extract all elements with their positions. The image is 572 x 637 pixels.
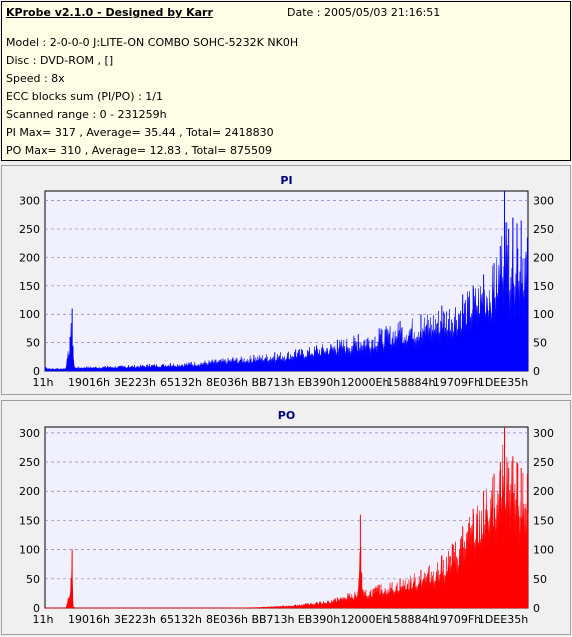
po-stats-line: PO Max= 310 , Average= 12.83 , Total= 87… [6,144,272,157]
po-ytick-right-4: 200 [533,485,554,498]
po-xtick-5: BB713h [251,613,294,626]
scan-date: Date : 2005/05/03 21:16:51 [287,6,441,19]
range-line: Scanned range : 0 - 231259h [6,108,167,121]
po-ytick-left-3: 150 [19,514,40,527]
pi-ytick-left-2: 100 [19,308,40,321]
pi-ytick-right-6: 300 [533,195,554,208]
po-ytick-left-0: 0 [33,602,40,615]
pi-ytick-left-5: 250 [19,223,40,236]
po-chart-title: PO [278,409,295,422]
po-xtick-4: 8E036h [206,613,248,626]
po-xtick-8: 158884h [387,613,436,626]
pi-xtick-2: 3E223h [114,376,156,389]
info-panel: KProbe v2.1.0 - Designed by Karr Date : … [1,1,571,161]
po-chart: PO 0 0 50 50 100 100 150 150 200 200 250 250 300 300 11… [19,409,554,626]
app-title: KProbe v2.1.0 - Designed by Karr [6,6,213,19]
pi-ytick-right-2: 100 [533,308,554,321]
pi-xtick-3: 65132h [160,376,202,389]
speed-line: Speed : 8x [6,72,65,85]
model-line: Model : 2-0-0-0 J:LITE-ON COMBO SOHC-523… [6,36,299,49]
pi-xtick-6: EB390h [298,376,340,389]
po-xtick-6: EB390h [298,613,340,626]
po-ytick-left-6: 300 [19,427,40,440]
pi-ytick-left-4: 200 [19,251,40,264]
po-ytick-right-3: 150 [533,514,554,527]
po-ytick-right-1: 50 [533,573,547,586]
po-xtick-2: 3E223h [114,613,156,626]
pi-ytick-right-1: 50 [533,337,547,350]
po-ytick-right-5: 250 [533,456,554,469]
pi-ytick-left-3: 150 [19,280,40,293]
po-ytick-right-2: 100 [533,544,554,557]
po-chart-panel: PO 0 0 50 50 100 100 150 150 200 200 250 250 300 300 11… [1,400,571,635]
pi-xtick-5: BB713h [251,376,294,389]
pi-xtick-0: 11h [33,376,54,389]
pi-chart-title: PI [280,174,292,187]
ecc-line: ECC blocks sum (PI/PO) : 1/1 [6,90,163,103]
pi-xtick-4: 8E036h [206,376,248,389]
po-series-area [45,431,529,609]
pi-xtick-10: 1DEE35h [478,376,528,389]
pi-chart: PI 0 0 50 50 100 100 150 150 200 200 250 250 300 300 11… [19,174,554,389]
pi-ytick-right-4: 200 [533,251,554,264]
pi-ytick-right-3: 150 [533,280,554,293]
po-ytick-left-5: 250 [19,456,40,469]
disc-line: Disc : DVD-ROM , [] [6,54,114,67]
pi-xtick-8: 158884h [387,376,436,389]
pi-ytick-right-0: 0 [533,365,540,378]
pi-ytick-right-5: 250 [533,223,554,236]
pi-ytick-left-1: 50 [26,337,40,350]
pi-series-area [44,217,529,372]
po-ytick-right-0: 0 [533,602,540,615]
po-ytick-left-4: 200 [19,485,40,498]
pi-xtick-7: 12000Eh [341,376,390,389]
po-ytick-left-2: 100 [19,544,40,557]
po-xtick-7: 12000Eh [341,613,390,626]
po-ytick-left-1: 50 [26,573,40,586]
po-ytick-right-6: 300 [533,427,554,440]
pi-ytick-left-0: 0 [33,365,40,378]
pi-xtick-9: 19709Fh [433,376,481,389]
po-xtick-1: 19016h [68,613,110,626]
po-xtick-10: 1DEE35h [478,613,528,626]
pi-chart-panel: PI 0 0 50 50 100 100 150 150 200 200 250 250 300 300 11… [1,165,571,395]
po-xtick-0: 11h [33,613,54,626]
pi-ytick-left-6: 300 [19,195,40,208]
pi-xtick-1: 19016h [68,376,110,389]
po-xtick-9: 19709Fh [433,613,481,626]
pi-stats-line: PI Max= 317 , Average= 35.44 , Total= 24… [6,126,274,139]
po-xtick-3: 65132h [160,613,202,626]
